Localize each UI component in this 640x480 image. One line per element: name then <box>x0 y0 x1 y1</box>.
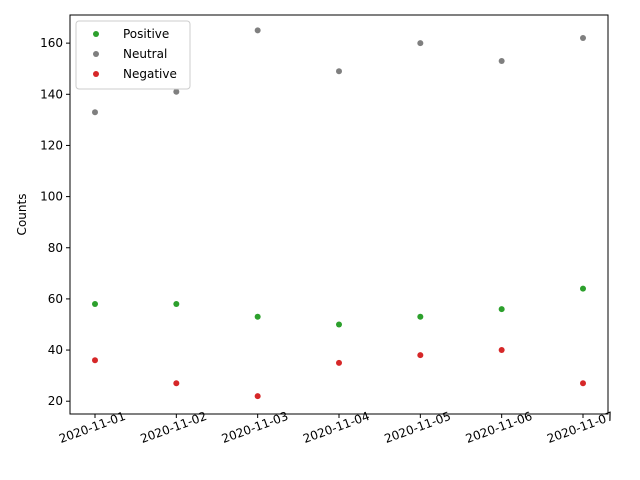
y-axis-label: Counts <box>15 194 29 236</box>
legend-box <box>75 20 191 90</box>
point-neutral <box>173 88 180 95</box>
y-tick-label: 140 <box>40 87 63 101</box>
point-negative <box>417 352 424 359</box>
y-tick-label: 120 <box>40 138 63 152</box>
point-neutral <box>580 35 586 42</box>
legend: Positive Neutral Negative <box>75 20 191 90</box>
point-neutral <box>498 58 505 65</box>
point-negative <box>173 380 180 387</box>
point-positive <box>92 301 98 308</box>
point-negative <box>580 380 586 387</box>
legend-label-neutral: Neutral <box>123 47 167 61</box>
point-negative <box>254 393 261 400</box>
y-tick-label: 60 <box>48 292 63 306</box>
x-tick-label: 2020-11-07 <box>545 409 615 446</box>
point-neutral <box>417 40 424 47</box>
x-tick-label: 2020-11-01 <box>57 409 127 446</box>
x-tick-label: 2020-11-02 <box>138 409 208 446</box>
x-tick-label: 2020-11-05 <box>382 409 452 446</box>
point-negative <box>498 347 505 354</box>
y-tick-label: 20 <box>48 394 63 408</box>
y-tick-label: 80 <box>48 241 63 255</box>
point-positive <box>580 285 586 292</box>
point-neutral <box>92 109 98 116</box>
point-positive <box>498 306 505 313</box>
point-negative <box>92 357 98 364</box>
x-tick-label: 2020-11-04 <box>301 409 371 446</box>
point-positive <box>254 313 261 320</box>
y-tick-label: 40 <box>48 343 63 357</box>
point-positive <box>173 301 180 308</box>
x-axis: 2020-11-01 2020-11-02 2020-11-03 2020-11-04… <box>57 409 615 446</box>
point-neutral <box>336 68 342 75</box>
point-negative <box>336 359 342 366</box>
legend-marker-positive <box>93 31 99 37</box>
x-tick-label: 2020-11-03 <box>220 409 290 446</box>
legend-label-negative: Negative <box>123 67 177 81</box>
y-tick-label: 160 <box>40 36 63 50</box>
point-positive <box>417 313 424 320</box>
x-tick-label: 2020-11-06 <box>464 409 534 446</box>
y-tick-label: 100 <box>40 190 63 204</box>
point-positive <box>336 321 342 328</box>
data-points <box>92 27 586 400</box>
y-axis: 20 40 60 80 100 120 140 160 <box>40 36 70 408</box>
legend-marker-neutral <box>93 51 99 57</box>
point-neutral <box>254 27 261 34</box>
legend-marker-negative <box>93 71 99 77</box>
legend-label-positive: Positive <box>123 27 169 41</box>
